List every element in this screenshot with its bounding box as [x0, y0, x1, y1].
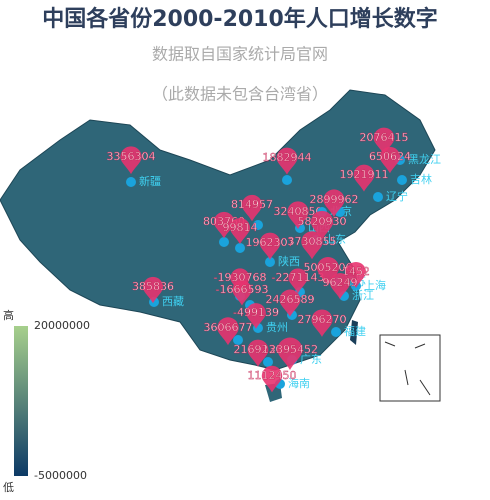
pin [229, 217, 251, 245]
pin-label: 3730855 [288, 235, 337, 248]
pin [373, 127, 395, 155]
region-dot [263, 357, 273, 367]
region-name: 山东 [324, 233, 346, 246]
region-dot [265, 257, 275, 267]
region-name: 浙江 [352, 289, 374, 302]
visual-map-max: 20000000 [34, 319, 90, 332]
pin [379, 146, 401, 174]
pin-label: 96249 [323, 276, 358, 289]
pin-label: 814957 [231, 198, 273, 211]
pin-label: -1666593 [216, 283, 269, 296]
region-dot [282, 175, 292, 185]
pin-label: 650624 [369, 150, 411, 163]
pin-label: 5005206 [304, 261, 353, 274]
pin [311, 309, 333, 337]
pin-label: 2426589 [266, 293, 315, 306]
china-outline [0, 89, 436, 371]
pin-label: 2076415 [360, 131, 409, 144]
region-name: 西藏 [162, 295, 184, 308]
region-name: 海南 [288, 376, 310, 390]
pin-label: 2169230 [234, 343, 283, 356]
pin-label: 5820930 [298, 215, 347, 228]
region-name: 辽宁 [386, 189, 408, 203]
pin-label: 1882944 [263, 151, 312, 164]
subtitle: （此数据未包含台湾省） [152, 85, 328, 104]
pin [301, 231, 323, 260]
region-name: 贵州 [266, 321, 288, 334]
pin-label: -1930768 [214, 271, 267, 284]
taiwan [350, 320, 358, 345]
pin [217, 317, 239, 346]
pin [142, 276, 164, 304]
region-dot [235, 243, 245, 253]
pin [288, 268, 308, 294]
pin-label: 2899962 [310, 193, 359, 206]
pin [213, 211, 235, 239]
pin [345, 261, 367, 289]
pin [310, 210, 334, 240]
visual-map-bar [14, 326, 28, 476]
pin-label: 12395452 [262, 343, 318, 356]
pin [329, 272, 351, 300]
region-name: 吉林 [410, 172, 432, 186]
region-dot [219, 237, 229, 247]
pin [316, 256, 340, 286]
pin [246, 303, 266, 329]
pin [261, 365, 283, 393]
pin [259, 232, 281, 260]
pin-label: 1112450 [248, 369, 297, 382]
south-sea-islands [384, 341, 431, 396]
pin [279, 289, 301, 317]
pin-label: 99814 [223, 221, 258, 234]
pin [241, 194, 263, 222]
pin-label: -2271143 [272, 271, 325, 284]
region-dot [373, 192, 383, 202]
visual-map-low: 低 [3, 481, 14, 494]
pin-label: 3240850 [274, 205, 323, 218]
pin-label: 3356304 [107, 150, 156, 163]
pin-label: 1452 [342, 265, 370, 278]
region-name: 黑龙江 [408, 153, 441, 166]
pin [247, 339, 269, 367]
subtitle: 数据取自国家统计局官网 [152, 45, 328, 64]
region-dot [397, 175, 407, 185]
region-name: 广东 [300, 353, 322, 366]
pin-label: 2796270 [298, 313, 347, 326]
region-dot [253, 220, 263, 230]
pin-label: 1962307 [246, 236, 295, 249]
pin [353, 164, 375, 192]
pin [277, 337, 303, 370]
pin [323, 189, 345, 217]
region-name: 上海 [364, 278, 386, 292]
region-dot [331, 327, 341, 337]
pin-label: -499139 [233, 306, 279, 319]
title: 中国各省份2000-2010年人口增长数字 [42, 6, 438, 32]
pin [120, 146, 142, 175]
region-name: 福建 [344, 324, 366, 338]
pin-label: 385836 [132, 280, 174, 293]
visual-map-min: -5000000 [34, 469, 87, 482]
pin-label: 1921911 [340, 168, 389, 181]
region-dot [126, 177, 136, 187]
visual-map-high: 高 [3, 308, 14, 322]
pin [276, 147, 298, 175]
pin [232, 280, 252, 306]
region-dot [233, 335, 243, 345]
pin-label: 3606677 [204, 321, 253, 334]
region-name: 陕西 [278, 254, 300, 268]
region-name: 新疆 [139, 174, 161, 188]
pin [287, 201, 309, 230]
south-sea-inset [379, 334, 441, 402]
